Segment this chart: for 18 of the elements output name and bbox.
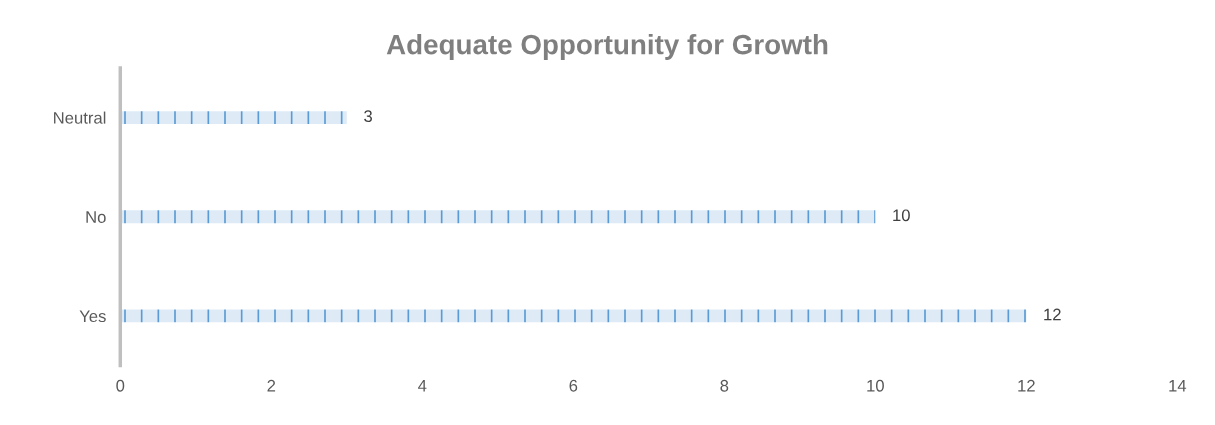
- x-tick-label: 0: [116, 379, 125, 392]
- data-label: 10: [893, 209, 910, 222]
- bar: [120, 111, 347, 125]
- x-tick-label: 6: [569, 379, 578, 392]
- x-tick-label: 4: [418, 380, 427, 392]
- data-label: 3: [364, 110, 372, 123]
- data-label: 12: [1044, 308, 1061, 321]
- chart-title: Adequate Opportunity for Growth: [386, 34, 828, 60]
- x-tick-label: 10: [867, 379, 884, 392]
- y-tick-label: Neutral: [54, 111, 106, 124]
- bar: [120, 210, 876, 224]
- x-tick-label: 14: [1169, 380, 1187, 392]
- x-tick-label: 8: [720, 379, 729, 392]
- x-tick-label: 12: [1018, 379, 1035, 392]
- y-tick-label: Yes: [79, 310, 106, 323]
- bar: [120, 309, 1027, 323]
- x-tick-label: 2: [267, 379, 276, 392]
- y-tick-label: No: [86, 211, 106, 223]
